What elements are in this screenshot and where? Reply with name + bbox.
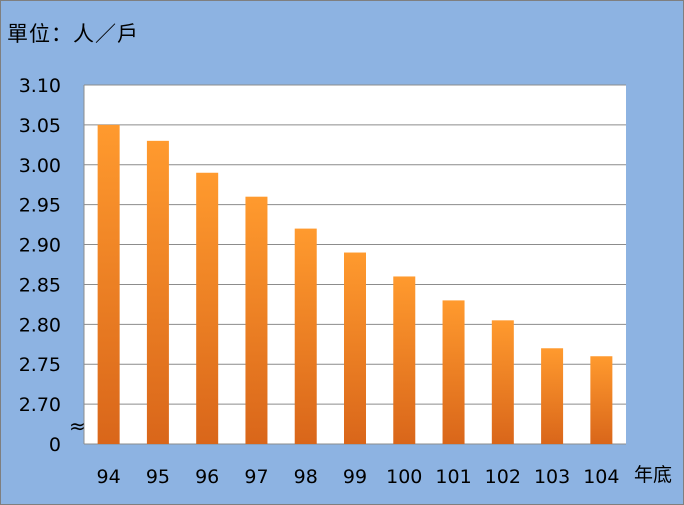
y-tick-label: 3.10 (19, 75, 61, 97)
y-tick-label: 2.75 (19, 354, 61, 376)
bar (442, 300, 465, 444)
bars (97, 124, 613, 444)
x-tick-label: 101 (435, 466, 471, 488)
y-axis-ticks: 0 2.70 2.75 2.80 2.85 2.90 2.95 3.00 3.05 3.10 (19, 75, 61, 456)
y-tick-label: 0 (49, 434, 61, 456)
x-tick-label: 95 (146, 466, 170, 488)
y-tick-label: 2.70 (19, 394, 61, 416)
x-tick-label: 97 (244, 466, 268, 488)
x-tick-label: 99 (343, 466, 367, 488)
x-tick-label: 102 (485, 466, 521, 488)
bar (196, 172, 219, 444)
x-tick-label: 98 (294, 466, 318, 488)
bar (344, 252, 366, 444)
x-tick-label: 104 (583, 466, 619, 488)
bar (541, 348, 564, 444)
unit-label: 單位：人／戶 (7, 22, 139, 46)
bar (393, 276, 416, 444)
axis-break-symbol: ≈ (69, 414, 86, 438)
x-axis-ticks: 94 95 96 97 98 99 100 101 102 103 104 (97, 466, 620, 488)
y-tick-label: 2.85 (19, 274, 61, 296)
y-tick-label: 3.00 (19, 155, 61, 177)
bar (245, 196, 268, 444)
x-tick-label: 94 (97, 466, 121, 488)
bar (294, 228, 317, 444)
y-tick-label: 3.05 (19, 115, 61, 137)
bar (97, 124, 120, 444)
y-tick-label: 2.95 (19, 195, 61, 217)
bar (590, 356, 613, 444)
x-tick-label: 96 (195, 466, 219, 488)
bar (491, 320, 514, 444)
y-tick-label: 2.90 (19, 235, 61, 257)
bar (146, 140, 169, 444)
x-axis-unit-label: 年底 (634, 464, 672, 486)
y-tick-label: 2.80 (19, 314, 61, 336)
x-tick-label: 103 (534, 466, 570, 488)
x-tick-label: 100 (386, 466, 422, 488)
